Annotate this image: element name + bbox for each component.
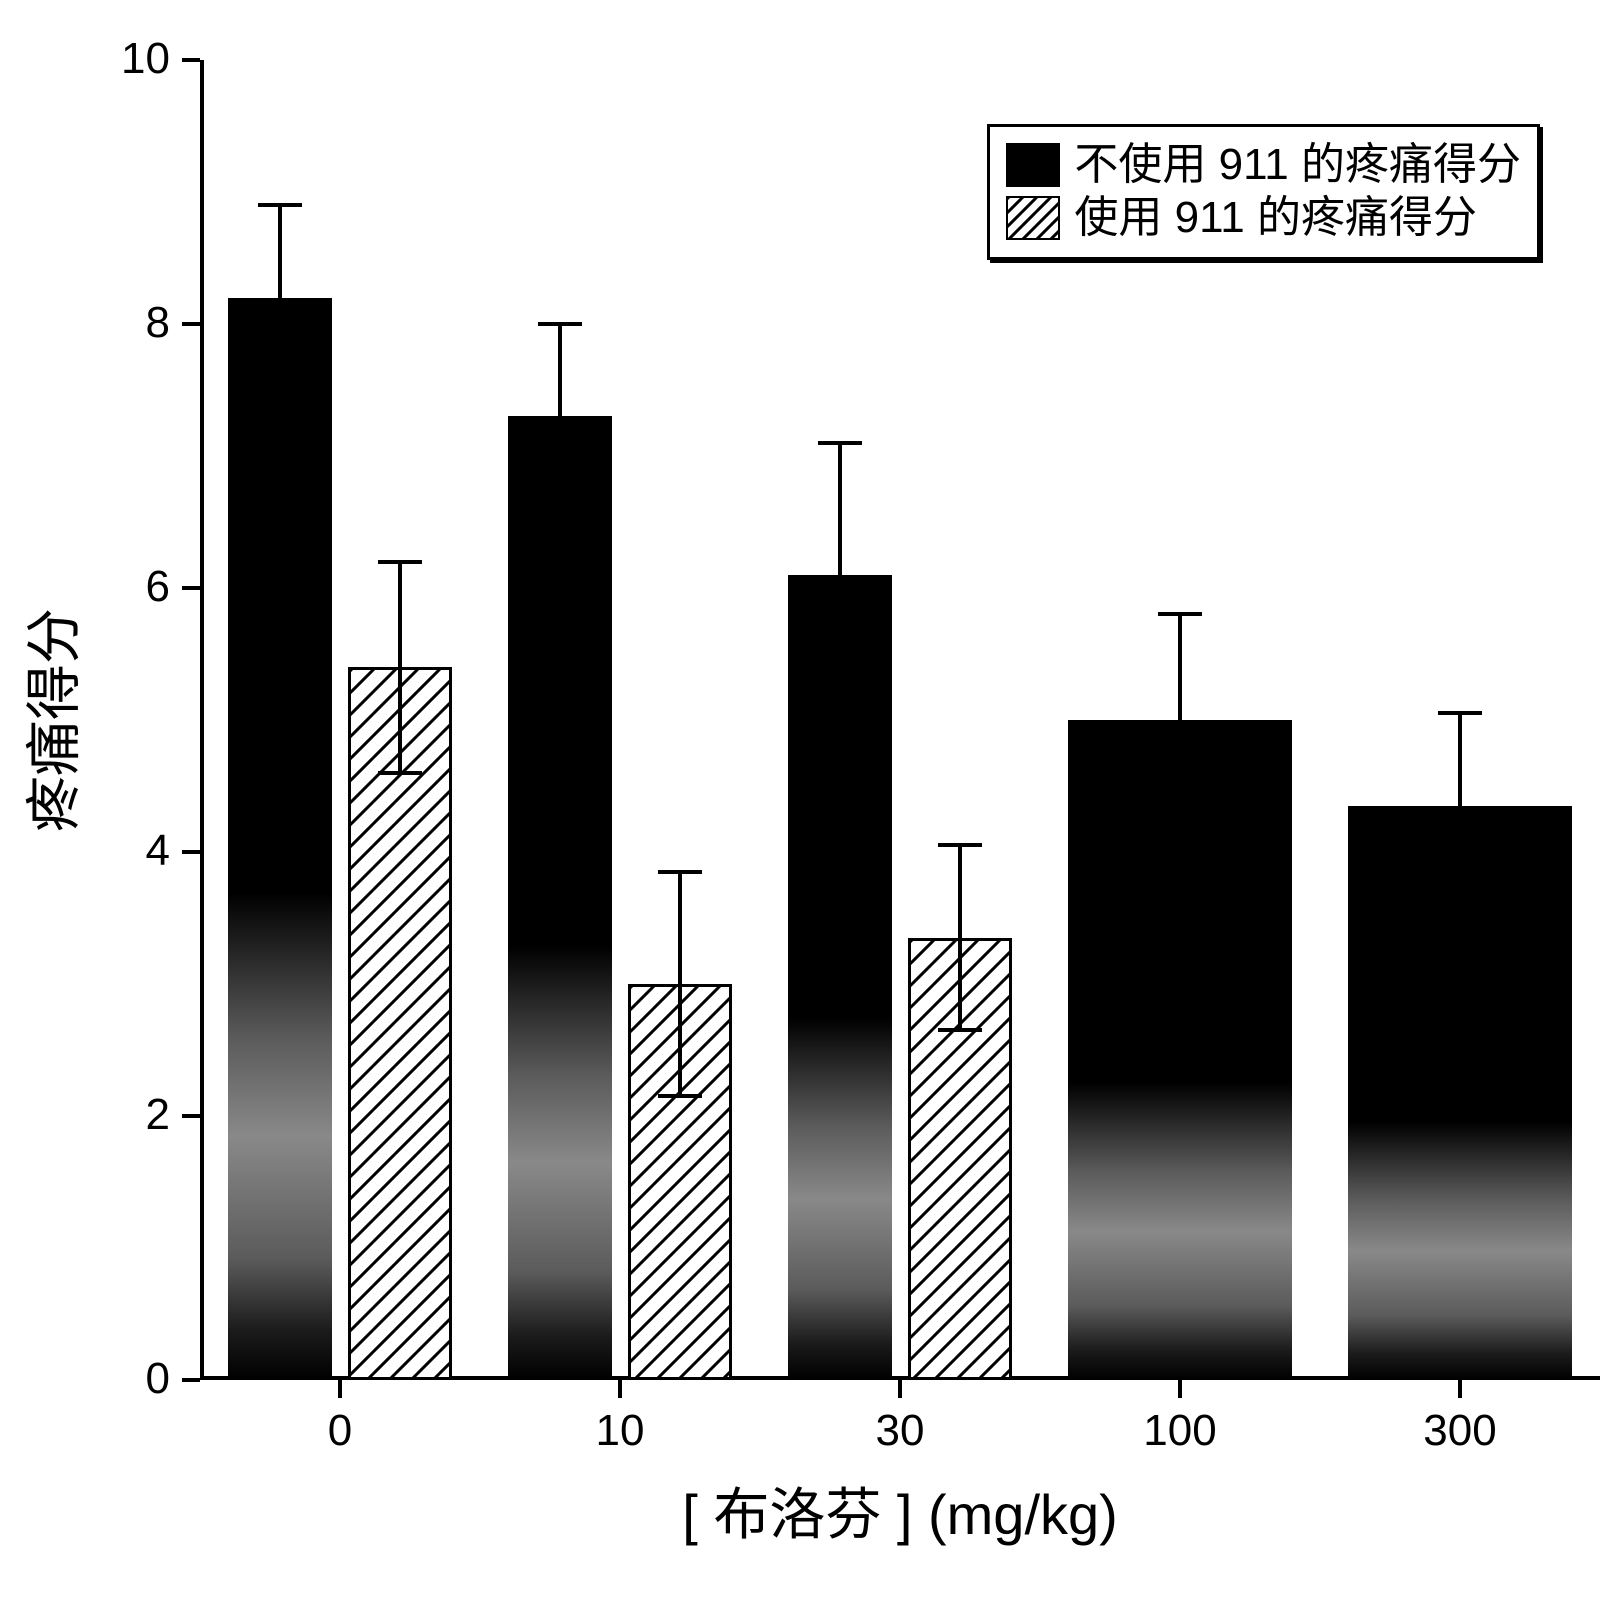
error-bar-cap xyxy=(1158,612,1202,616)
bar-without_911 xyxy=(228,298,332,1380)
error-bar-cap xyxy=(938,1028,982,1032)
legend-label-with-911: 使用 911 的疼痛得分 xyxy=(1074,192,1477,245)
y-tick-label: 6 xyxy=(20,562,170,612)
error-bar-stem xyxy=(398,562,402,773)
x-tick xyxy=(618,1380,622,1398)
x-tick-label: 300 xyxy=(1423,1406,1496,1456)
y-tick-label: 4 xyxy=(20,826,170,876)
error-bar-stem xyxy=(1458,713,1462,805)
bar-without_911 xyxy=(1348,806,1572,1380)
x-tick xyxy=(898,1380,902,1398)
error-bar-stem xyxy=(838,443,842,575)
error-bar-cap xyxy=(378,560,422,564)
bar-texture xyxy=(228,893,332,1380)
error-bar-cap xyxy=(258,203,302,207)
legend-swatch-hatched xyxy=(1006,196,1060,240)
x-tick-label: 30 xyxy=(876,1406,925,1456)
x-tick xyxy=(338,1380,342,1398)
error-bar-cap xyxy=(938,843,982,847)
legend-item-without-911: 不使用 911 的疼痛得分 xyxy=(1006,139,1521,192)
y-tick xyxy=(182,586,200,590)
error-bar-stem xyxy=(1178,614,1182,720)
x-axis-title: [ 布洛芬 ] (mg/kg) xyxy=(682,1470,1118,1551)
y-tick-label: 10 xyxy=(20,34,170,84)
bar-texture xyxy=(788,1018,892,1380)
x-tick-label: 100 xyxy=(1143,1406,1216,1456)
y-tick xyxy=(182,322,200,326)
y-tick-label: 8 xyxy=(20,298,170,348)
y-axis-title: 疼痛得分 xyxy=(10,608,91,832)
bar-without_911 xyxy=(1068,720,1292,1380)
bar-without_911 xyxy=(508,416,612,1380)
error-bar-cap xyxy=(538,322,582,326)
legend-item-with-911: 使用 911 的疼痛得分 xyxy=(1006,192,1521,245)
bar-texture xyxy=(1348,1122,1572,1380)
bar-texture xyxy=(508,946,612,1380)
y-tick-label: 2 xyxy=(20,1090,170,1140)
x-tick xyxy=(1458,1380,1462,1398)
bar-texture xyxy=(1068,1083,1292,1380)
y-tick xyxy=(182,58,200,62)
bar-without_911 xyxy=(788,575,892,1380)
legend: 不使用 911 的疼痛得分 使用 911 的疼痛得分 xyxy=(987,124,1540,260)
legend-swatch-solid xyxy=(1006,143,1060,187)
y-tick-label: 0 xyxy=(20,1354,170,1404)
y-tick xyxy=(182,850,200,854)
y-tick xyxy=(182,1114,200,1118)
error-bar-stem xyxy=(678,872,682,1096)
error-bar-cap xyxy=(658,870,702,874)
error-bar-cap xyxy=(378,771,422,775)
error-bar-cap xyxy=(818,441,862,445)
error-bar-cap xyxy=(1438,711,1482,715)
error-bar-stem xyxy=(958,845,962,1030)
chart-container: 疼痛得分 [ 布洛芬 ] (mg/kg) 不使用 911 的疼痛得分 使用 91… xyxy=(20,20,1613,1588)
legend-label-without-911: 不使用 911 的疼痛得分 xyxy=(1074,139,1521,192)
error-bar-stem xyxy=(558,324,562,416)
y-tick xyxy=(182,1378,200,1382)
error-bar-cap xyxy=(658,1094,702,1098)
error-bar-stem xyxy=(278,205,282,297)
x-tick-label: 0 xyxy=(328,1406,352,1456)
x-tick-label: 10 xyxy=(596,1406,645,1456)
x-tick xyxy=(1178,1380,1182,1398)
